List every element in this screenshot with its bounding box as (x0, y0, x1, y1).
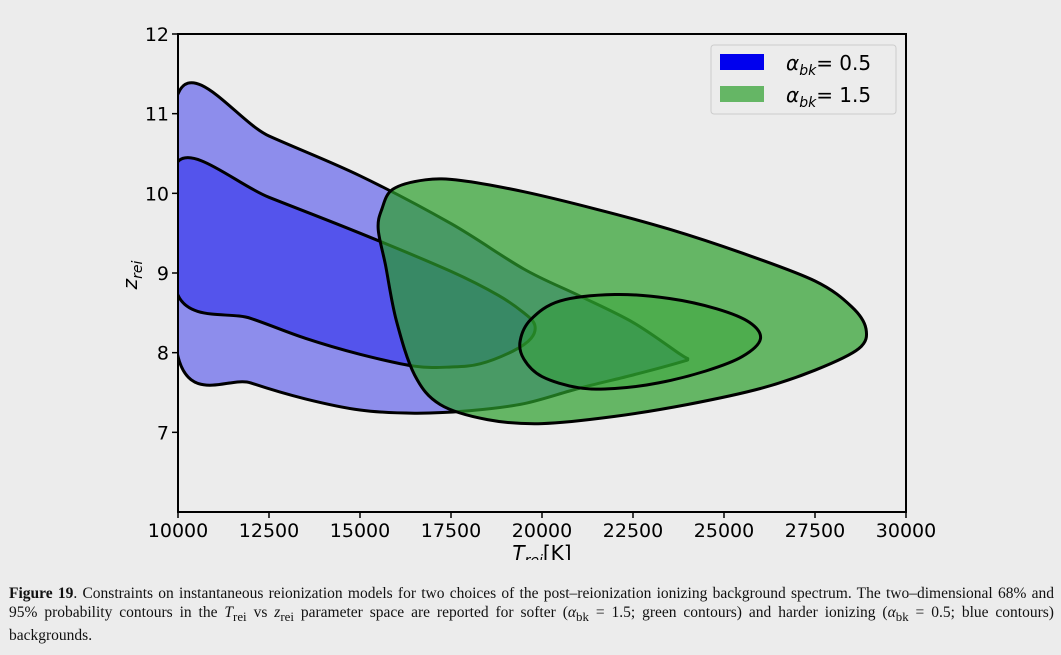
x-tick-label: 22500 (603, 520, 663, 542)
y-tick-label: 8 (157, 343, 169, 365)
y-tick-label: 9 (157, 263, 169, 285)
caption-label: Figure 19 (9, 585, 74, 602)
x-axis: 10000 12500 15000 17500 20000 22500 25000 27500… (148, 512, 936, 542)
x-tick-label: 20000 (512, 520, 572, 542)
contour-95-alpha-1.5 (376, 177, 869, 426)
contour-68-alpha-1.5 (518, 292, 763, 391)
legend-swatch-alpha-1.5 (720, 86, 764, 102)
y-axis: 7 8 9 10 11 12 (145, 24, 178, 444)
x-tick-label: 17500 (421, 520, 481, 542)
contour-layer (178, 81, 869, 426)
x-tick-label: 30000 (876, 520, 936, 542)
x-tick-label: 15000 (330, 520, 390, 542)
legend-entry-alpha-1.5: αbk= 1.5 (786, 83, 871, 111)
chart: 10000 12500 15000 17500 20000 22500 25000 27500… (118, 24, 936, 560)
figure-caption: Figure 19. Constraints on instantaneous … (9, 585, 1054, 645)
x-tick-label: 10000 (148, 520, 208, 542)
y-tick-label: 7 (157, 422, 169, 444)
y-tick-label: 11 (145, 104, 169, 126)
x-tick-label: 27500 (785, 520, 845, 542)
y-tick-label: 10 (145, 183, 169, 205)
legend-swatch-alpha-0.5 (720, 54, 764, 70)
legend: αbk= 0.5 αbk= 1.5 (710, 44, 897, 115)
x-tick-label: 12500 (239, 520, 299, 542)
x-tick-label: 25000 (694, 520, 754, 542)
y-tick-label: 12 (145, 24, 169, 46)
legend-entry-alpha-0.5: αbk= 0.5 (786, 51, 871, 79)
x-axis-label: Trei[K] (512, 541, 571, 560)
y-axis-label: zrei (118, 261, 146, 291)
